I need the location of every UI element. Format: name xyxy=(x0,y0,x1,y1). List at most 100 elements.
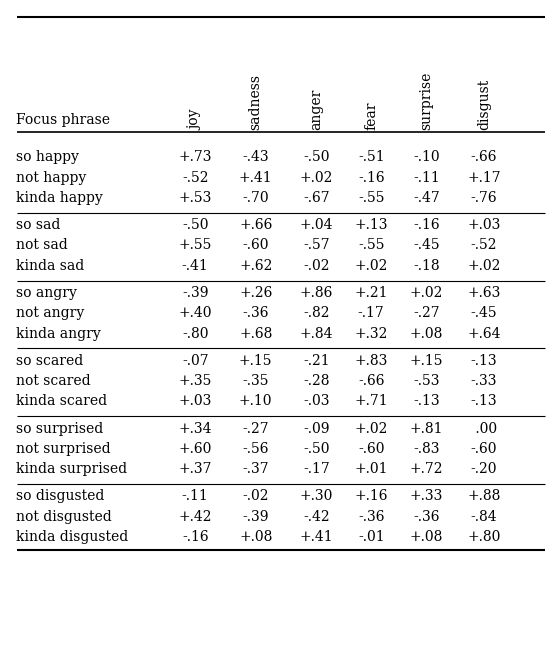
Text: -.60: -.60 xyxy=(471,442,497,456)
Text: +.72: +.72 xyxy=(410,462,443,476)
Text: +.34: +.34 xyxy=(179,422,212,436)
Text: +.32: +.32 xyxy=(355,327,388,341)
Text: -.66: -.66 xyxy=(358,374,384,388)
Text: -.02: -.02 xyxy=(303,259,329,273)
Text: not scared: not scared xyxy=(16,374,91,388)
Text: +.42: +.42 xyxy=(179,510,212,524)
Text: +.26: +.26 xyxy=(239,286,272,300)
Text: +.21: +.21 xyxy=(355,286,388,300)
Text: +.62: +.62 xyxy=(239,259,272,273)
Text: so sad: so sad xyxy=(16,218,61,232)
Text: +.37: +.37 xyxy=(179,462,212,476)
Text: +.66: +.66 xyxy=(239,218,272,232)
Text: -.01: -.01 xyxy=(358,530,384,544)
Text: disgust: disgust xyxy=(477,79,491,130)
Text: kinda happy: kinda happy xyxy=(16,191,103,205)
Text: +.08: +.08 xyxy=(410,327,443,341)
Text: -.02: -.02 xyxy=(243,489,269,503)
Text: -.50: -.50 xyxy=(182,218,208,232)
Text: -.42: -.42 xyxy=(303,510,329,524)
Text: +.53: +.53 xyxy=(179,191,212,205)
Text: +.84: +.84 xyxy=(300,327,333,341)
Text: -.55: -.55 xyxy=(358,191,384,205)
Text: -.70: -.70 xyxy=(243,191,269,205)
Text: -.47: -.47 xyxy=(413,191,439,205)
Text: +.41: +.41 xyxy=(299,530,333,544)
Text: +.83: +.83 xyxy=(355,353,388,367)
Text: +.86: +.86 xyxy=(300,286,333,300)
Text: -.16: -.16 xyxy=(358,170,384,184)
Text: -.41: -.41 xyxy=(182,259,208,273)
Text: -.35: -.35 xyxy=(243,374,269,388)
Text: +.35: +.35 xyxy=(179,374,212,388)
Text: -.17: -.17 xyxy=(358,306,384,320)
Text: +.03: +.03 xyxy=(468,218,500,232)
Text: +.60: +.60 xyxy=(179,442,212,456)
Text: +.80: +.80 xyxy=(468,530,500,544)
Text: -.09: -.09 xyxy=(303,422,329,436)
Text: +.16: +.16 xyxy=(355,489,388,503)
Text: +.55: +.55 xyxy=(179,238,212,253)
Text: -.56: -.56 xyxy=(243,442,269,456)
Text: so happy: so happy xyxy=(16,150,79,164)
Text: -.66: -.66 xyxy=(471,150,497,164)
Text: -.51: -.51 xyxy=(358,150,384,164)
Text: +.02: +.02 xyxy=(300,170,333,184)
Text: +.30: +.30 xyxy=(300,489,333,503)
Text: surprise: surprise xyxy=(419,72,433,130)
Text: anger: anger xyxy=(309,89,323,130)
Text: -.45: -.45 xyxy=(471,306,497,320)
Text: +.02: +.02 xyxy=(355,259,388,273)
Text: +.81: +.81 xyxy=(410,422,443,436)
Text: fear: fear xyxy=(364,102,378,130)
Text: -.45: -.45 xyxy=(413,238,439,253)
Text: +.71: +.71 xyxy=(354,394,388,408)
Text: -.18: -.18 xyxy=(413,259,439,273)
Text: kinda sad: kinda sad xyxy=(16,259,85,273)
Text: +.64: +.64 xyxy=(468,327,500,341)
Text: +.33: +.33 xyxy=(410,489,443,503)
Text: +.02: +.02 xyxy=(468,259,500,273)
Text: -.11: -.11 xyxy=(182,489,208,503)
Text: -.33: -.33 xyxy=(471,374,497,388)
Text: -.36: -.36 xyxy=(243,306,269,320)
Text: kinda angry: kinda angry xyxy=(16,327,101,341)
Text: so angry: so angry xyxy=(16,286,78,300)
Text: -.36: -.36 xyxy=(358,510,384,524)
Text: not happy: not happy xyxy=(16,170,87,184)
Text: so disgusted: so disgusted xyxy=(16,489,105,503)
Text: -.10: -.10 xyxy=(413,150,439,164)
Text: -.50: -.50 xyxy=(303,442,329,456)
Text: -.07: -.07 xyxy=(182,353,208,367)
Text: -.16: -.16 xyxy=(413,218,439,232)
Text: not surprised: not surprised xyxy=(16,442,111,456)
Text: not angry: not angry xyxy=(16,306,85,320)
Text: +.08: +.08 xyxy=(410,530,443,544)
Text: -.84: -.84 xyxy=(471,510,497,524)
Text: not sad: not sad xyxy=(16,238,68,253)
Text: +.04: +.04 xyxy=(300,218,333,232)
Text: -.50: -.50 xyxy=(303,150,329,164)
Text: -.60: -.60 xyxy=(358,442,384,456)
Text: -.57: -.57 xyxy=(303,238,329,253)
Text: -.21: -.21 xyxy=(303,353,329,367)
Text: -.52: -.52 xyxy=(182,170,208,184)
Text: kinda disgusted: kinda disgusted xyxy=(16,530,129,544)
Text: -.11: -.11 xyxy=(413,170,439,184)
Text: sadness: sadness xyxy=(249,74,263,130)
Text: -.82: -.82 xyxy=(303,306,329,320)
Text: -.27: -.27 xyxy=(413,306,439,320)
Text: -.60: -.60 xyxy=(243,238,269,253)
Text: joy: joy xyxy=(188,110,202,130)
Text: -.17: -.17 xyxy=(303,462,329,476)
Text: -.53: -.53 xyxy=(413,374,439,388)
Text: -.03: -.03 xyxy=(303,394,329,408)
Text: -.27: -.27 xyxy=(243,422,269,436)
Text: +.68: +.68 xyxy=(239,327,272,341)
Text: +.15: +.15 xyxy=(239,353,272,367)
Text: +.40: +.40 xyxy=(179,306,212,320)
Text: -.76: -.76 xyxy=(471,191,497,205)
Text: +.13: +.13 xyxy=(355,218,388,232)
Text: not disgusted: not disgusted xyxy=(16,510,112,524)
Text: so surprised: so surprised xyxy=(16,422,104,436)
